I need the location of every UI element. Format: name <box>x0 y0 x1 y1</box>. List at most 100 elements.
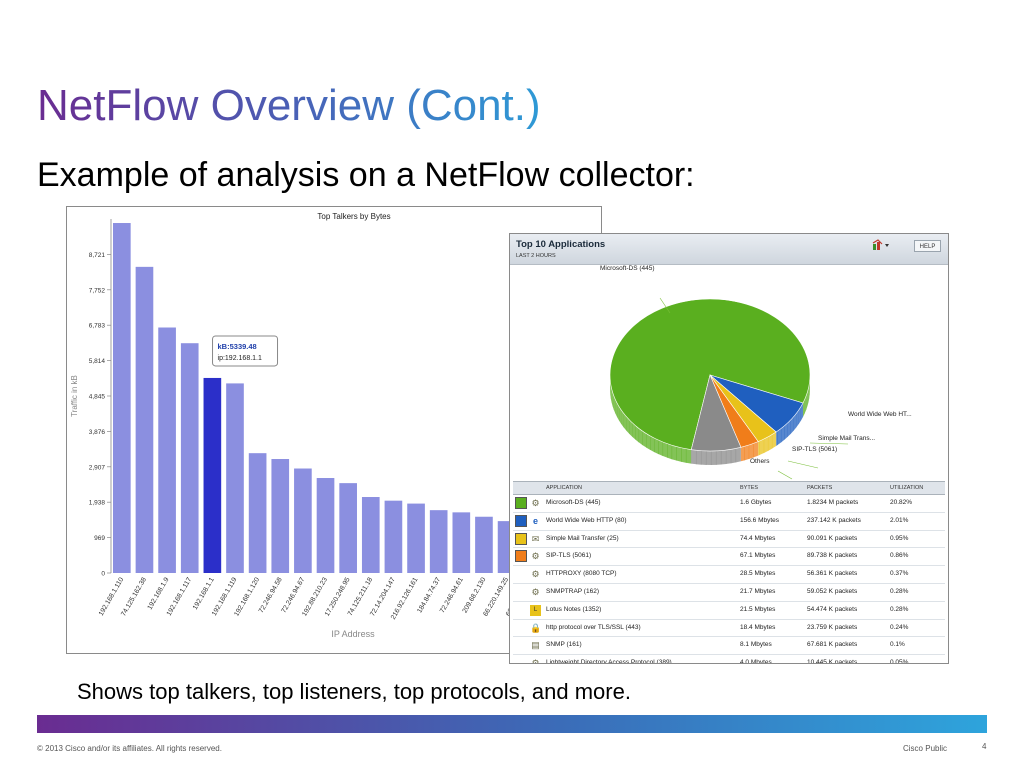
pie-slice[interactable] <box>690 374 742 452</box>
top-applications-panel: Top 10 Applications LAST 2 HOURS HELP Mi… <box>509 233 949 664</box>
table-row[interactable]: ⚙ SNMPTRAP (162) 21.7 Mbytes 59.052 K packe… <box>513 584 945 602</box>
bar[interactable] <box>226 383 244 573</box>
x-tick-label: 192.168.1.1 <box>192 576 216 611</box>
gear-icon: ⚙ <box>531 658 540 664</box>
cell-application: http protocol over TLS/SSL (443) <box>546 623 641 631</box>
cell-packets: 59.052 K packets <box>807 587 858 595</box>
pie-slice-label: Others <box>750 458 770 465</box>
pie-slice-side <box>618 406 622 425</box>
bar[interactable] <box>135 266 154 573</box>
column-header-utilization[interactable]: UTILIZATION <box>890 485 924 491</box>
cell-utilization: 0.28% <box>890 605 909 613</box>
pie-slice-side <box>780 425 785 443</box>
bar[interactable] <box>361 497 380 573</box>
table-row[interactable]: ⚙ HTTPROXY (8080 TCP) 28.5 Mbytes 56.361 K … <box>513 566 945 584</box>
chart-type-icon[interactable] <box>872 239 890 251</box>
cell-application: HTTPROXY (8080 TCP) <box>546 570 617 578</box>
bar[interactable] <box>271 459 290 573</box>
pie-slice-side <box>748 443 754 460</box>
pie-slice-side <box>642 430 647 448</box>
pie-slice-side <box>676 446 682 462</box>
y-tick-label: 0 <box>101 571 105 578</box>
bar[interactable] <box>203 377 222 573</box>
bar[interactable] <box>339 483 357 573</box>
column-header-packets[interactable]: PACKETS <box>807 485 833 491</box>
top-applications-table: APPLICATION BYTES PACKETS UTILIZATION ⚙ M… <box>513 481 945 664</box>
x-tick-label: 72.246.94.58 <box>258 576 284 614</box>
bar[interactable] <box>475 516 493 573</box>
cell-bytes: 18.4 Mbytes <box>740 623 776 631</box>
cell-utilization: 20.82% <box>890 499 913 506</box>
mail-icon: ✉ <box>531 533 540 544</box>
table-row[interactable]: ⚙ Lightweight Directory Access Protocol (… <box>513 655 945 664</box>
x-tick-label: 72.246.94.61 <box>439 576 465 614</box>
top-applications-title: Top 10 Applications <box>516 239 606 250</box>
table-row[interactable]: e World Wide Web HTTP (80) 156.6 Mbytes 237… <box>513 513 945 531</box>
pie-slice-side <box>623 413 627 431</box>
bar[interactable] <box>248 453 267 573</box>
pie-leader-line <box>777 470 793 480</box>
tooltip-value: kB:5339.48 <box>218 342 257 351</box>
cell-utilization: 0.37% <box>890 570 909 578</box>
pie-slice-side <box>681 447 687 463</box>
bar[interactable] <box>294 468 312 573</box>
cell-packets: 56.361 K packets <box>807 570 858 578</box>
y-tick-label: 8,721 <box>89 252 106 259</box>
pie-leader-line <box>809 442 849 445</box>
column-header-application[interactable]: APPLICATION <box>546 485 582 491</box>
table-row[interactable]: ▤ SNMP (161) 8.1 Mbytes 67.681 K packets 0.1… <box>513 637 945 656</box>
bar[interactable] <box>384 500 403 573</box>
copyright-text: © 2013 Cisco and/or its affiliates. All … <box>37 744 222 753</box>
classification-label: Cisco Public <box>903 744 948 753</box>
bar[interactable] <box>429 510 448 573</box>
pie-slice-side <box>784 422 788 440</box>
series-color-swatch <box>515 622 527 634</box>
pie-slice-side <box>685 448 692 464</box>
table-row[interactable]: ✉ Simple Mail Transfer (25) 74.4 Mbytes 90.… <box>513 531 945 549</box>
cell-bytes: 21.7 Mbytes <box>740 587 776 595</box>
y-tick-label: 2,907 <box>89 464 106 471</box>
bar[interactable] <box>407 503 425 573</box>
cell-packets: 1.8234 M packets <box>807 499 859 506</box>
pie-slice-side <box>615 399 618 418</box>
pie-slice-label: Simple Mail Trans... <box>818 435 875 442</box>
table-row[interactable]: ⚙ SIP-TLS (5061) 67.1 Mbytes 89.738 K packe… <box>513 548 945 567</box>
series-color-swatch <box>515 604 527 616</box>
pie-slice-side <box>744 444 750 461</box>
bar[interactable] <box>316 478 335 573</box>
cell-utilization: 0.1% <box>890 641 905 649</box>
table-row[interactable]: 🔒 http protocol over TLS/SSL (443) 18.4 Mb… <box>513 620 945 638</box>
top-applications-timerange: LAST 2 HOURS <box>516 253 556 259</box>
bar[interactable] <box>158 327 176 573</box>
cell-bytes: 156.6 Mbytes <box>740 516 780 524</box>
cell-packets: 23.759 K packets <box>807 623 858 631</box>
ie-icon: e <box>532 515 538 526</box>
table-row[interactable]: ⚙ Microsoft-DS (445) 1.6 Gbytes 1.8234 M pa… <box>513 495 945 513</box>
pie-slice-side <box>617 402 620 421</box>
help-button[interactable]: HELP <box>914 240 941 252</box>
slide-subtitle: Example of analysis on a NetFlow collect… <box>37 156 695 194</box>
lotus-icon: L <box>530 604 541 616</box>
cell-application: SNMP (161) <box>546 641 582 649</box>
pie-slice-side <box>767 434 773 451</box>
pie-slice-side <box>804 395 807 414</box>
y-axis-label: Traffic in kB <box>70 375 79 417</box>
cell-bytes: 21.5 Mbytes <box>740 605 776 613</box>
cell-utilization: 0.24% <box>890 623 909 631</box>
bar[interactable] <box>113 223 131 574</box>
pie-slice-side <box>662 441 668 458</box>
bar[interactable] <box>180 343 199 573</box>
pie-slice-side <box>806 392 808 411</box>
top-applications-header: Top 10 Applications LAST 2 HOURS HELP <box>510 234 948 265</box>
column-header-bytes[interactable]: BYTES <box>740 485 759 491</box>
pie-slice-side <box>720 449 727 465</box>
pie-slice-side <box>611 388 613 407</box>
pie-slice-side <box>740 446 745 462</box>
pie-slice-side <box>638 428 643 446</box>
bar[interactable] <box>452 512 471 573</box>
table-row[interactable]: L Lotus Notes (1352) 21.5 Mbytes 54.474 K p… <box>513 602 945 620</box>
pie-slice-label: World Wide Web HT... <box>848 411 912 418</box>
pie-slice-side <box>654 438 659 455</box>
gear-icon: ⚙ <box>531 569 540 580</box>
cell-application: Lotus Notes (1352) <box>546 605 602 613</box>
